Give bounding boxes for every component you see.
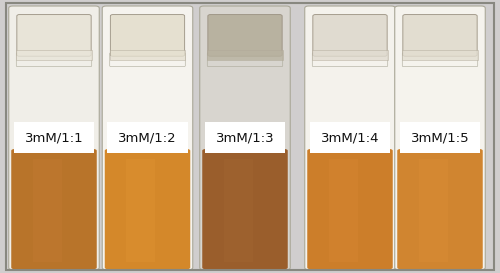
Bar [205, 122, 285, 153]
Bar [396, 8, 401, 268]
FancyBboxPatch shape [202, 149, 288, 269]
FancyBboxPatch shape [110, 53, 185, 67]
FancyBboxPatch shape [110, 14, 184, 56]
Bar [14, 122, 94, 153]
FancyBboxPatch shape [307, 149, 393, 269]
FancyBboxPatch shape [397, 149, 483, 269]
Bar [110, 50, 186, 60]
FancyBboxPatch shape [102, 6, 192, 270]
Bar [402, 50, 478, 60]
FancyBboxPatch shape [313, 14, 387, 56]
Text: 3mM/1:2: 3mM/1:2 [118, 131, 177, 144]
Bar [207, 50, 283, 60]
FancyBboxPatch shape [17, 14, 91, 56]
Bar [419, 159, 448, 262]
FancyBboxPatch shape [208, 14, 282, 56]
Bar [329, 159, 358, 262]
FancyBboxPatch shape [16, 53, 92, 67]
Bar [306, 8, 311, 268]
FancyBboxPatch shape [402, 53, 478, 67]
FancyBboxPatch shape [200, 6, 290, 270]
Bar [201, 8, 206, 268]
FancyBboxPatch shape [403, 14, 477, 56]
Bar [310, 122, 390, 153]
FancyBboxPatch shape [208, 53, 283, 67]
FancyBboxPatch shape [104, 149, 190, 269]
Bar [312, 50, 388, 60]
Text: 3mM/1:4: 3mM/1:4 [321, 131, 380, 144]
Bar [400, 122, 480, 153]
Text: 3mM/1:5: 3mM/1:5 [410, 131, 470, 144]
Text: 3mM/1:3: 3mM/1:3 [216, 131, 274, 144]
Bar [16, 50, 92, 60]
FancyBboxPatch shape [312, 53, 388, 67]
FancyBboxPatch shape [304, 6, 395, 270]
Bar [224, 159, 252, 262]
Bar [104, 8, 108, 268]
FancyBboxPatch shape [11, 149, 97, 269]
Text: 3mM/1:1: 3mM/1:1 [24, 131, 84, 144]
FancyBboxPatch shape [395, 6, 485, 270]
Bar [33, 159, 62, 262]
Bar [126, 159, 155, 262]
Bar [10, 8, 15, 268]
Bar [107, 122, 188, 153]
FancyBboxPatch shape [8, 6, 99, 270]
